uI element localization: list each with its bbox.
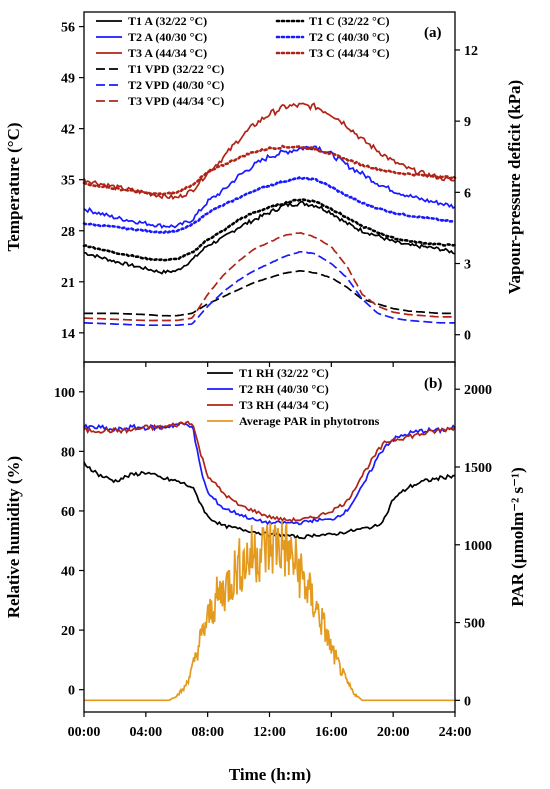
panel-b-left-ticks: 0 20 40 60 80 100 bbox=[54, 386, 84, 699]
panel-b-y2-axis-label: PAR (µmolm⁻² s⁻¹) bbox=[508, 467, 527, 607]
series-line-a-5 bbox=[82, 144, 457, 197]
right-tick-label-a-1: 3 bbox=[464, 258, 471, 273]
left-tick-label-a-6: 56 bbox=[61, 21, 75, 36]
right-tick-label-b-4: 2000 bbox=[464, 383, 492, 398]
series-line-a-6 bbox=[83, 270, 455, 317]
series-line-a-3 bbox=[82, 198, 457, 262]
x-tick-label-3: 12:00 bbox=[253, 725, 286, 740]
legend-label-a-0: T1 A (32/22 °C) bbox=[128, 14, 207, 28]
right-tick-label-b-2: 1000 bbox=[464, 539, 492, 554]
x-tick-label-5: 20:00 bbox=[377, 725, 410, 740]
panel-b-y-axis-label: Relative humidity (%) bbox=[4, 456, 23, 618]
legend-label-a-3: T1 C (32/22 °C) bbox=[309, 14, 389, 28]
x-tick-label-1: 04:00 bbox=[129, 725, 162, 740]
right-tick-label-b-1: 500 bbox=[464, 617, 485, 632]
legend-label-a-7: T2 VPD (40/30 °C) bbox=[128, 78, 224, 92]
left-tick-label-b-0: 0 bbox=[68, 684, 75, 699]
series-line-a-2 bbox=[83, 102, 456, 201]
right-tick-label-a-2: 6 bbox=[464, 186, 471, 201]
legend-label-a-6: T1 VPD (32/22 °C) bbox=[128, 62, 224, 76]
panel-b-label: (b) bbox=[424, 376, 442, 392]
right-tick-label-a-3: 9 bbox=[464, 115, 471, 130]
panel-a-series bbox=[82, 102, 457, 327]
legend-label-a-1: T2 A (40/30 °C) bbox=[128, 30, 207, 44]
legend-label-a-4: T2 C (40/30 °C) bbox=[309, 30, 389, 44]
panel-b-series bbox=[83, 420, 456, 702]
right-tick-label-a-4: 12 bbox=[464, 44, 478, 59]
left-tick-label-a-3: 35 bbox=[61, 174, 75, 189]
x-tick-label-4: 16:00 bbox=[315, 725, 348, 740]
legend-label-a-2: T3 A (44/34 °C) bbox=[128, 46, 207, 60]
panel-a-y-axis-label: Temperature (°C) bbox=[4, 122, 23, 251]
legend-label-a-8: T3 VPD (44/34 °C) bbox=[128, 94, 224, 108]
left-tick-label-b-5: 100 bbox=[54, 386, 75, 401]
series-line-a-7 bbox=[83, 250, 455, 327]
series-line-a-1 bbox=[83, 145, 456, 230]
panel-a-right-ticks: 0 3 6 9 12 bbox=[455, 44, 478, 344]
panel-a-left-ticks: 14 21 28 35 42 49 56 bbox=[61, 21, 84, 342]
legend-label-b-1: T2 RH (40/30 °C) bbox=[239, 382, 329, 396]
left-tick-label-b-1: 20 bbox=[61, 624, 75, 639]
left-tick-label-a-5: 49 bbox=[61, 72, 75, 87]
left-tick-label-b-3: 60 bbox=[61, 505, 75, 520]
left-tick-label-a-0: 14 bbox=[61, 327, 75, 342]
x-tick-label-6: 24:00 bbox=[439, 725, 472, 740]
x-tick-label-0: 00:00 bbox=[68, 725, 101, 740]
left-tick-label-a-1: 21 bbox=[61, 276, 75, 291]
legend-label-a-5: T3 C (44/34 °C) bbox=[309, 46, 389, 60]
right-tick-label-a-0: 0 bbox=[464, 329, 471, 344]
legend-label-b-0: T1 RH (32/22 °C) bbox=[239, 366, 329, 380]
panel-a: 14 21 28 35 42 49 56 0 3 6 9 12 (a) Temperature (°… bbox=[4, 11, 524, 367]
panel-b-x-axis-label: Time (h:m) bbox=[229, 765, 311, 784]
panel-a-y2-axis-label: Vapour-pressure deficit (kPa) bbox=[505, 80, 524, 294]
legend-label-b-2: T3 RH (44/34 °C) bbox=[239, 398, 329, 412]
panel-b-x-ticks: 00:00 04:00 08:00 12:00 16:00 20:00 24:00 bbox=[68, 712, 472, 740]
legend-label-b-3: Average PAR in phytotrons bbox=[239, 414, 380, 428]
panel-b-legend: T1 RH (32/22 °C) T2 RH (40/30 °C) T3 RH (4… bbox=[207, 366, 380, 428]
series-line-b-2 bbox=[83, 420, 456, 523]
series-line-b-1 bbox=[83, 421, 456, 526]
series-line-a-8 bbox=[84, 232, 455, 322]
left-tick-label-b-4: 80 bbox=[61, 445, 75, 460]
panel-a-legend: T1 A (32/22 °C) T2 A (40/30 °C) T3 A (44/3… bbox=[96, 14, 389, 108]
panel-b: 0 20 40 60 80 100 0 500 1000 1500 2000 00:00 04:00… bbox=[4, 361, 527, 784]
right-tick-label-b-3: 1500 bbox=[464, 461, 492, 476]
series-line-b-3 bbox=[84, 520, 455, 702]
left-tick-label-a-2: 28 bbox=[61, 225, 75, 240]
panel-a-label: (a) bbox=[424, 25, 442, 41]
panel-b-right-ticks: 0 500 1000 1500 2000 bbox=[455, 383, 492, 709]
series-line-a-0 bbox=[83, 200, 456, 275]
x-tick-label-2: 08:00 bbox=[191, 725, 224, 740]
left-tick-label-b-2: 40 bbox=[61, 565, 75, 580]
left-tick-label-a-4: 42 bbox=[61, 123, 75, 138]
series-line-a-4 bbox=[82, 176, 457, 235]
right-tick-label-b-0: 0 bbox=[464, 694, 471, 709]
